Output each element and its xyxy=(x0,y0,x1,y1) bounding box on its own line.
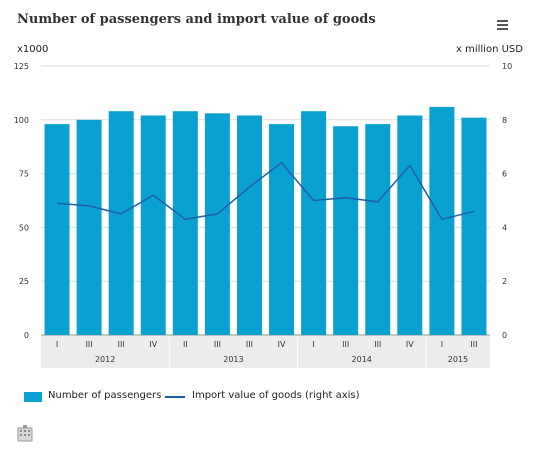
hamburger-menu-icon[interactable] xyxy=(497,20,508,30)
y-left-tick-label: 75 xyxy=(19,170,29,179)
right-axis-unit: x million USD xyxy=(456,44,523,55)
legend-label-import[interactable]: Import value of goods (right axis) xyxy=(192,390,360,401)
bar-passengers xyxy=(333,126,359,335)
bar-passengers xyxy=(204,113,230,336)
bar-passengers xyxy=(172,111,198,335)
x-quarter-label: III xyxy=(86,340,93,349)
x-quarter-label: IV xyxy=(406,340,414,349)
bar-passengers xyxy=(269,124,295,335)
y-right-tick-label: 6 xyxy=(502,170,507,179)
bar-passengers xyxy=(365,124,391,335)
bar-passengers xyxy=(429,106,455,335)
y-left-tick-label: 50 xyxy=(19,223,29,232)
x-quarter-label: III xyxy=(246,340,253,349)
x-quarter-label: IV xyxy=(149,340,157,349)
x-year-label: 2014 xyxy=(352,355,372,364)
x-quarter-label: III xyxy=(470,340,477,349)
x-quarter-label: IV xyxy=(278,340,286,349)
bar-passengers xyxy=(236,115,262,335)
legend-swatch-import[interactable] xyxy=(165,396,185,398)
y-left-tick-label: 25 xyxy=(19,277,29,286)
bar-passengers xyxy=(44,124,70,335)
x-quarter-label: II xyxy=(183,340,188,349)
bar-passengers xyxy=(397,115,423,335)
legend-label-passengers[interactable]: Number of passengers xyxy=(48,390,162,401)
y-left-tick-label: 125 xyxy=(14,62,29,71)
bar-passengers xyxy=(108,111,134,335)
legend-swatch-passengers[interactable] xyxy=(24,392,42,402)
x-quarter-label: III xyxy=(118,340,125,349)
y-right-tick-label: 8 xyxy=(502,116,507,125)
bar-passengers xyxy=(76,119,102,335)
left-axis-unit: x1000 xyxy=(17,44,49,55)
category-axis-band xyxy=(41,335,490,368)
x-quarter-label: III xyxy=(214,340,221,349)
y-right-tick-label: 2 xyxy=(502,277,507,286)
y-left-tick-label: 100 xyxy=(14,116,29,125)
x-quarter-label: I xyxy=(312,340,314,349)
highcharts-logo-icon[interactable] xyxy=(17,424,33,442)
y-right-tick-label: 10 xyxy=(502,62,512,71)
x-year-label: 2015 xyxy=(448,355,468,364)
chart-title: Number of passengers and import value of… xyxy=(17,12,376,27)
bar-passengers xyxy=(301,111,327,335)
line-import-value xyxy=(56,161,475,221)
y-left-tick-label: 0 xyxy=(24,331,29,340)
x-year-label: 2013 xyxy=(223,355,243,364)
x-year-label: 2012 xyxy=(95,355,115,364)
y-right-tick-label: 4 xyxy=(502,223,507,232)
x-quarter-label: I xyxy=(56,340,58,349)
x-quarter-label: I xyxy=(441,340,443,349)
y-right-tick-label: 0 xyxy=(502,331,507,340)
x-quarter-label: III xyxy=(342,340,349,349)
bar-passengers xyxy=(461,117,487,335)
bar-passengers xyxy=(140,115,166,335)
x-quarter-label: III xyxy=(374,340,381,349)
